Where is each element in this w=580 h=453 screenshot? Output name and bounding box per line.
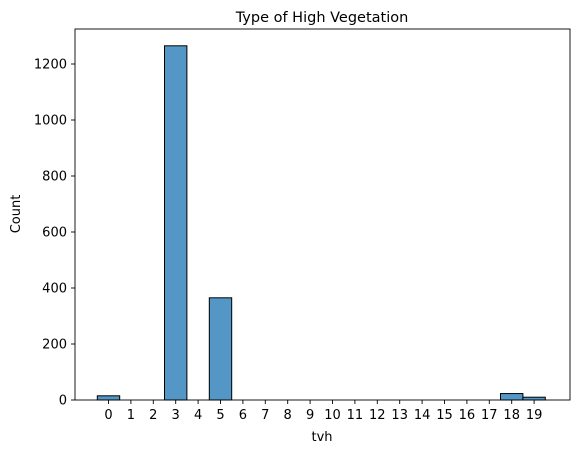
x-tick-label: 19 [526,408,543,423]
x-tick-label: 16 [459,408,476,423]
y-tick-label: 0 [59,394,67,409]
y-tick-label: 1200 [34,58,67,73]
y-axis-ticks: 0 200 400 600 800 1000 1200 [34,58,75,409]
x-tick-label: 12 [369,408,386,423]
chart-title: Type of High Vegetation [235,10,409,26]
bars-group [96,45,546,401]
plot-frame [74,28,571,401]
x-tick-label: 15 [436,408,453,423]
x-tick-label: 4 [194,408,202,423]
x-tick-label: 5 [216,408,224,423]
x-axis-label: tvh [311,430,332,445]
x-tick-label: 2 [149,408,157,423]
y-tick-label: 800 [42,170,67,185]
x-axis-ticks: 0 1 2 3 4 5 6 7 8 9 10 11 12 13 14 15 16 17 18 19 [104,400,542,423]
x-tick-label: 1 [127,408,135,423]
x-tick-label: 8 [284,408,292,423]
x-tick-label: 13 [391,408,408,423]
x-tick-label: 7 [261,408,269,423]
x-tick-label: 0 [104,408,112,423]
x-tick-label: 9 [306,408,314,423]
x-tick-label: 18 [503,408,520,423]
y-tick-label: 600 [42,226,67,241]
x-tick-label: 11 [347,408,364,423]
x-tick-label: 6 [239,408,247,423]
x-tick-label: 3 [172,408,180,423]
bar-5 [208,297,233,401]
bar-18 [500,393,524,401]
x-tick-label: 17 [481,408,498,423]
y-tick-label: 1000 [34,114,67,129]
y-tick-label: 200 [42,338,67,353]
bar-3 [164,45,188,401]
bar-0 [96,395,121,401]
x-tick-label: 14 [414,408,431,423]
x-tick-label: 10 [324,408,341,423]
y-axis-label: Count [9,195,24,234]
y-tick-label: 400 [42,282,67,297]
